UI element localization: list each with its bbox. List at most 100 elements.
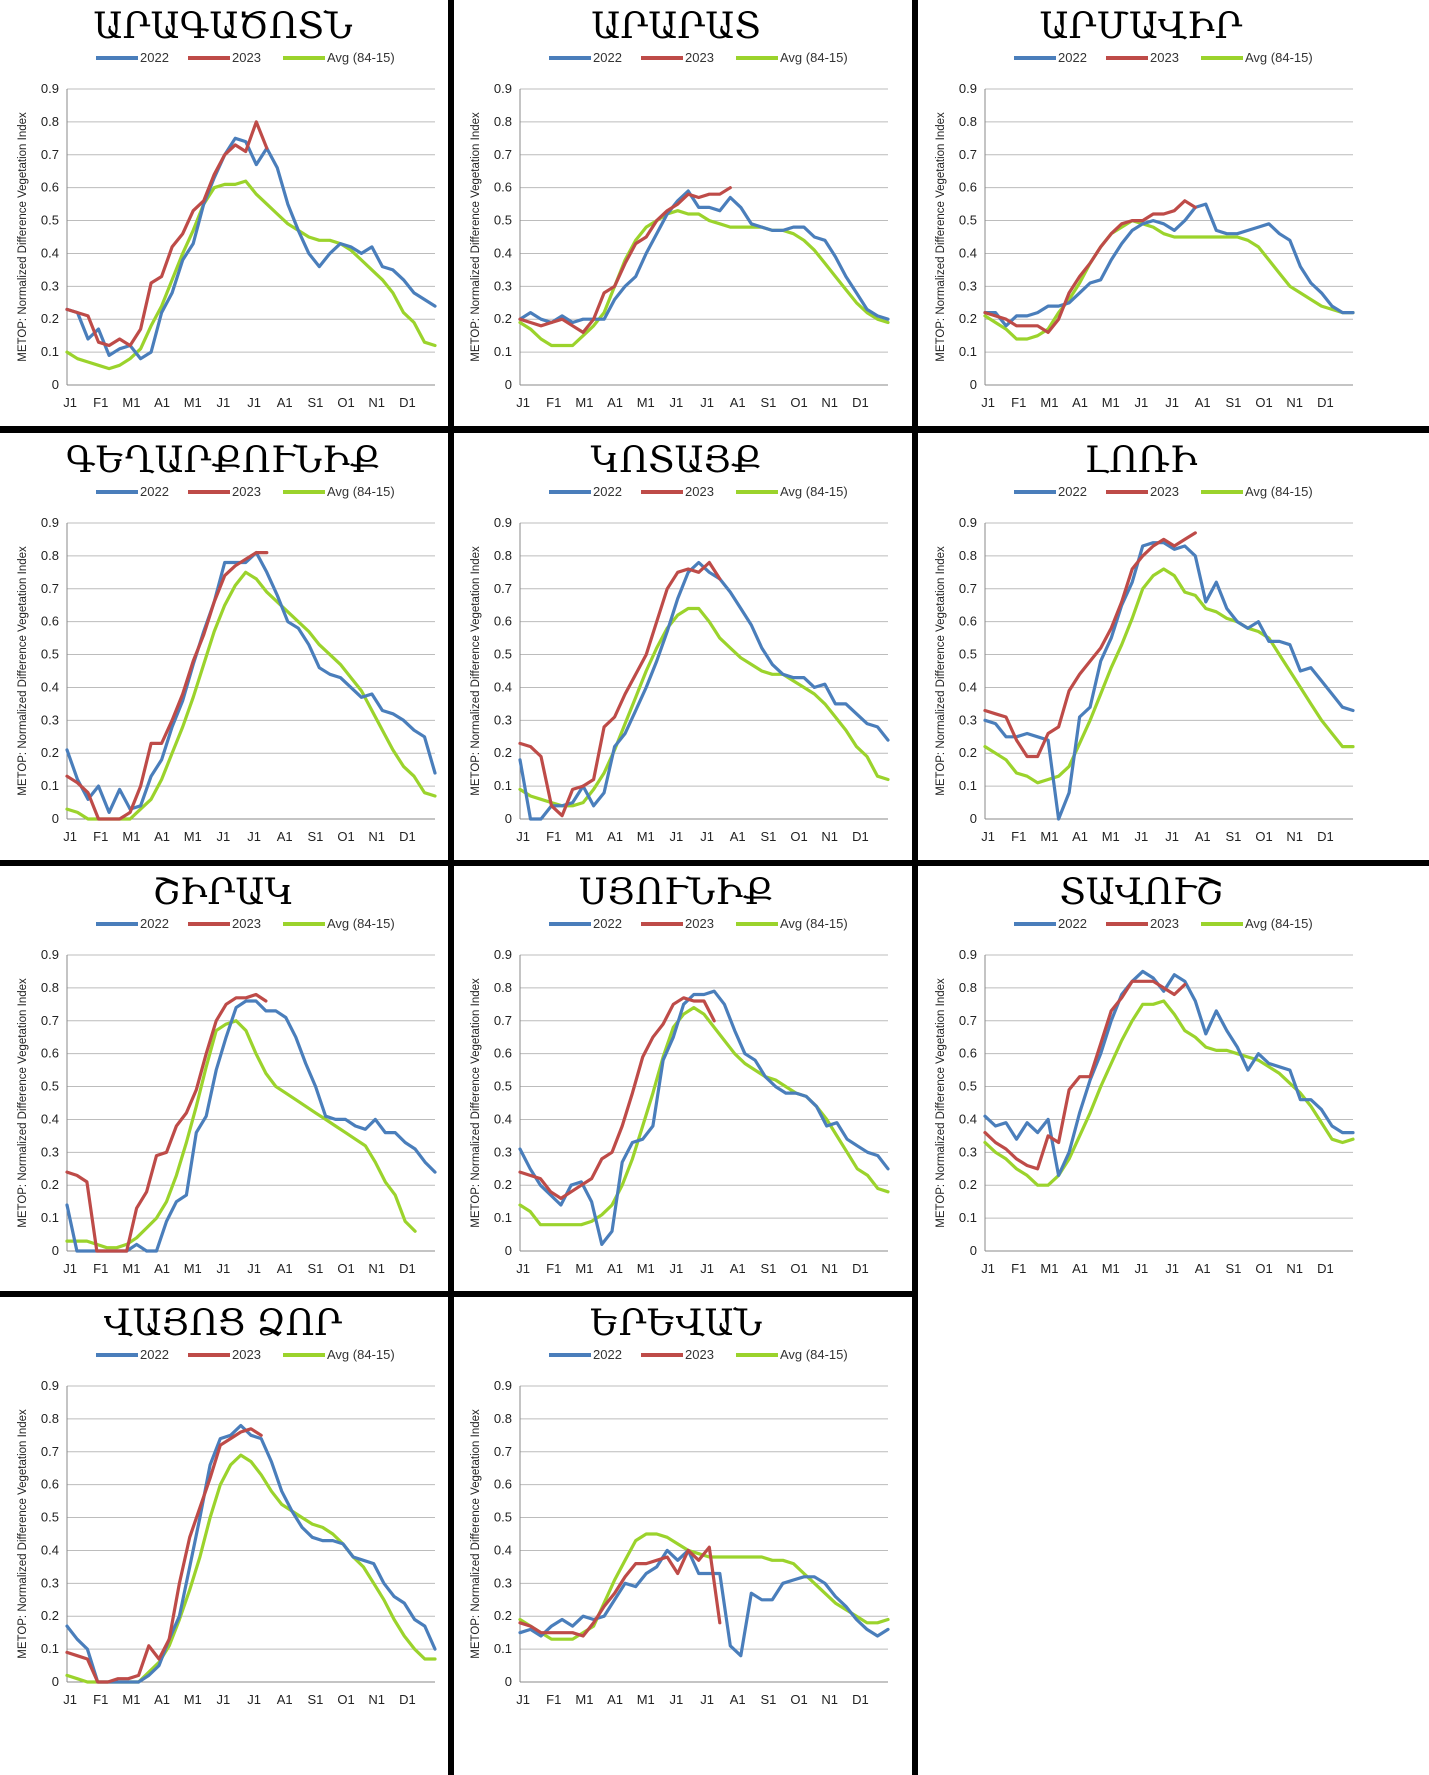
y-tick-label: 0.9: [494, 515, 512, 530]
chart-title: ԱՐԱՐԱՏ: [591, 6, 761, 47]
x-tick-label: A1: [607, 829, 623, 844]
x-tick-label: A1: [730, 1692, 746, 1707]
panel-separator: [0, 426, 1429, 433]
series-2023-line: [983, 531, 1197, 759]
legend-label: 2023: [685, 1347, 714, 1362]
x-tick-label: D1: [399, 829, 416, 844]
series-avg-line: [65, 1453, 437, 1684]
x-tick-label: N1: [1286, 395, 1303, 410]
y-tick-label: 0.3: [959, 712, 977, 727]
x-tick-label: A1: [154, 829, 170, 844]
x-tick-label: F1: [1011, 829, 1026, 844]
x-tick-label: F1: [546, 1692, 561, 1707]
y-tick-label: 0.3: [959, 1144, 977, 1159]
legend-label: 2022: [1058, 484, 1087, 499]
series-2022-line: [65, 136, 437, 361]
legend-label: Avg (84-15): [780, 1347, 848, 1362]
y-tick-label: 0.7: [41, 147, 59, 162]
y-tick-label: 0.2: [494, 745, 512, 760]
x-tick-label: D1: [399, 395, 416, 410]
x-tick-label: O1: [337, 395, 354, 410]
series-avg-line: [983, 567, 1355, 785]
chart-svg: ԱՐԱՐԱՏ 2022 2023 Avg (84-15) 0 0.1 0.2 0.3 0.4 0.…: [470, 6, 890, 410]
legend-label: 2023: [1150, 484, 1179, 499]
legend-label: Avg (84-15): [327, 50, 395, 65]
x-tick-label: O1: [1255, 1261, 1272, 1276]
x-tick-label: A1: [1195, 1261, 1211, 1276]
series-2022-line: [983, 202, 1355, 328]
series-2023-line: [65, 1427, 263, 1684]
y-tick-label: 0.7: [41, 1013, 59, 1028]
x-tick-label: M1: [1040, 1261, 1058, 1276]
y-tick-label: 0.2: [494, 311, 512, 326]
x-tick-label: D1: [399, 1261, 416, 1276]
series-2023-line: [65, 550, 269, 821]
x-tick-label: M1: [575, 829, 593, 844]
panel-separator: [0, 860, 1429, 866]
chart-panel: ՎԱՅՈՑ ՁՈՐ 2022 2023 Avg (84-15) 0 0.1 0.2 0.3 0.…: [0, 1297, 450, 1727]
y-tick-label: 0.2: [41, 311, 59, 326]
y-tick-label: 0.6: [494, 1046, 512, 1061]
x-tick-label: J1: [700, 1261, 714, 1276]
x-tick-label: J1: [63, 1261, 77, 1276]
chart-title: ԵՐԵՎԱՆ: [590, 1303, 763, 1344]
x-tick-label: M1: [184, 395, 202, 410]
chart-title: ԱՐԱԳԱԾՈՏՆ: [93, 6, 353, 47]
legend-label: 2023: [1150, 50, 1179, 65]
y-tick-label: 0: [970, 1243, 977, 1258]
y-tick-label: 0.2: [494, 1608, 512, 1623]
y-tick-label: 0.1: [41, 1641, 59, 1656]
x-tick-label: O1: [1255, 395, 1272, 410]
legend-label: Avg (84-15): [780, 50, 848, 65]
y-tick-label: 0.8: [959, 114, 977, 129]
chart-panel: ՇԻՐԱԿ 2022 2023 Avg (84-15) 0 0.1 0.2 0.3 0.4 0.5…: [0, 866, 450, 1296]
y-tick-label: 0.3: [41, 712, 59, 727]
y-tick-label: 0.1: [494, 1641, 512, 1656]
x-tick-label: J1: [516, 1692, 530, 1707]
x-tick-label: M1: [1040, 395, 1058, 410]
x-tick-label: N1: [821, 829, 838, 844]
x-tick-label: M1: [184, 1692, 202, 1707]
y-tick-label: 0.2: [959, 311, 977, 326]
y-tick-label: 0.5: [41, 647, 59, 662]
legend-label: Avg (84-15): [327, 916, 395, 931]
x-tick-label: D1: [399, 1692, 416, 1707]
x-tick-label: N1: [368, 1692, 385, 1707]
x-tick-label: J1: [247, 829, 261, 844]
series-2023-line: [518, 996, 716, 1200]
x-tick-label: M1: [637, 1261, 655, 1276]
y-tick-label: 0.4: [494, 1111, 512, 1126]
y-tick-label: 0.7: [959, 147, 977, 162]
chart-title: ԳԵՂԱՐՔՈՒՆԻՔ: [66, 440, 380, 481]
x-tick-label: D1: [852, 829, 869, 844]
y-axis-label: METOP: Normalized Difference Vegetation …: [17, 112, 29, 362]
x-tick-label: O1: [337, 1692, 354, 1707]
y-tick-label: 0.1: [959, 1210, 977, 1225]
x-tick-label: M1: [1102, 829, 1120, 844]
y-tick-label: 0.5: [494, 647, 512, 662]
y-tick-label: 0.6: [959, 1046, 977, 1061]
legend-label: 2023: [685, 484, 714, 499]
x-tick-label: J1: [1135, 1261, 1149, 1276]
x-tick-label: A1: [730, 395, 746, 410]
x-tick-label: J1: [63, 1692, 77, 1707]
y-tick-label: 0.4: [959, 679, 977, 694]
legend-label: Avg (84-15): [780, 916, 848, 931]
x-tick-label: J1: [981, 395, 995, 410]
y-tick-label: 0.2: [494, 1177, 512, 1192]
y-tick-label: 0.8: [41, 1411, 59, 1426]
chart-title: ԱՐՄԱՎԻՐ: [1039, 6, 1242, 47]
y-tick-label: 0.3: [494, 1144, 512, 1159]
x-tick-label: J1: [217, 395, 231, 410]
y-tick-label: 0.9: [959, 81, 977, 96]
y-tick-label: 0.9: [41, 947, 59, 962]
y-tick-label: 0.7: [494, 147, 512, 162]
y-axis-label: METOP: Normalized Difference Vegetation …: [470, 112, 482, 362]
x-tick-label: O1: [1255, 829, 1272, 844]
legend-label: 2022: [593, 484, 622, 499]
x-tick-label: N1: [368, 1261, 385, 1276]
series-2023-line: [983, 979, 1187, 1171]
legend-label: 2022: [593, 50, 622, 65]
y-axis-label: METOP: Normalized Difference Vegetation …: [17, 546, 29, 796]
x-tick-label: A1: [1195, 395, 1211, 410]
